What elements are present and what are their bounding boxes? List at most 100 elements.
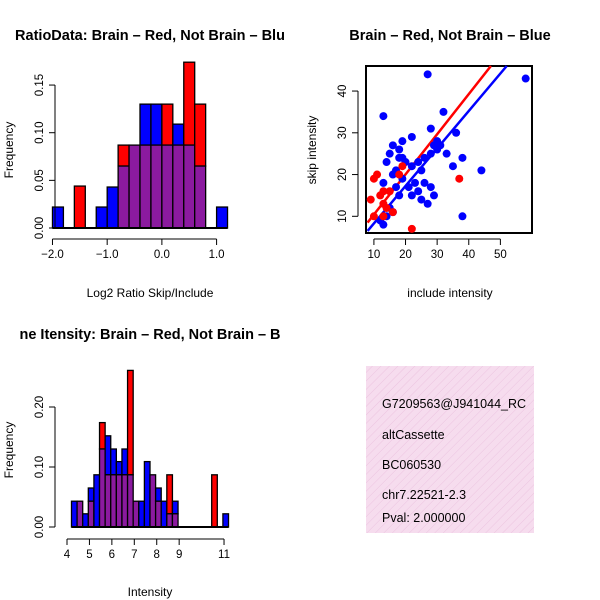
scatter-point [436, 141, 445, 150]
scatter-point [426, 149, 435, 158]
event-info-panel: G7209563@J941044_RC altCassette BC060530… [366, 366, 534, 533]
y-tick-label: 0.00 [34, 217, 46, 239]
scatter-point [398, 137, 407, 146]
y-tick-label: 0.15 [34, 74, 46, 96]
x-tick-label: 6 [109, 549, 115, 561]
scatter-point [455, 174, 464, 183]
scatter-point [369, 212, 378, 221]
scatter-point [414, 187, 423, 196]
intensity-histogram-panel: ne Itensity: Brain – Red, Not Brain – B … [2, 327, 281, 599]
scatter-point [407, 132, 416, 141]
x-tick-label: −2.0 [41, 249, 64, 261]
ratio-histogram-axes: −2.0 −1.0 0.0 1.0 0.00 0.05 0.10 0.15 [34, 74, 225, 261]
y-tick-label: 30 [337, 126, 349, 139]
histogram-bar [194, 103, 207, 167]
histogram-bar [171, 500, 179, 515]
ratio-histogram-panel: RatioData: Brain – Red, Not Brain – Blu … [2, 28, 285, 300]
scatter-point [395, 170, 404, 179]
histogram-overlap-bar [161, 144, 174, 229]
x-tick-label: 10 [368, 249, 381, 261]
regression-line [366, 65, 492, 224]
histogram-bar [110, 448, 118, 476]
scatter-point [407, 162, 416, 171]
x-tick-label: 7 [131, 549, 137, 561]
scatter-point [398, 162, 407, 171]
histogram-overlap-bar [139, 144, 152, 229]
scatter-point [458, 212, 467, 221]
x-tick-label: 5 [86, 549, 92, 561]
histogram-bar [222, 513, 230, 528]
histogram-bar [106, 186, 119, 229]
y-tick-label: 0.00 [34, 516, 46, 538]
scatter-point [385, 149, 394, 158]
x-tick-label: 20 [399, 249, 412, 261]
x-tick-label: 8 [154, 549, 160, 561]
scatter-point [458, 153, 467, 162]
scatter-point [429, 191, 438, 200]
histogram-overlap-bar [115, 474, 123, 528]
intensity-histogram-bars [70, 369, 230, 528]
scatter-point [382, 203, 391, 212]
x-tick-label: 0.0 [154, 249, 170, 261]
histogram-bar [183, 61, 196, 146]
histogram-overlap-bar [150, 144, 163, 229]
scatter-point [398, 153, 407, 162]
histogram-overlap-bar [132, 500, 140, 528]
histogram-overlap-bar [121, 474, 129, 528]
info-accession: BC060530 [382, 458, 441, 472]
scatter-point [388, 208, 397, 217]
scatter-point [382, 158, 391, 167]
intensity-scatter-panel: Brain – Red, Not Brain – Blue include in… [305, 28, 551, 300]
y-tick-label: 0.10 [34, 456, 46, 478]
scatter-point [442, 149, 451, 158]
scatter-point [477, 166, 486, 175]
info-pval: Pval: 2.000000 [382, 511, 465, 525]
histogram-bar [93, 474, 101, 528]
intensity-histogram-xlabel: Intensity [128, 585, 173, 599]
x-tick-label: 40 [462, 249, 475, 261]
histogram-overlap-bar [154, 500, 162, 528]
scatter-point [423, 70, 432, 79]
intensity-histogram-ylabel: Frequency [2, 422, 16, 479]
histogram-bar [139, 103, 152, 146]
intensity-histogram-title: ne Itensity: Brain – Red, Not Brain – B [19, 327, 280, 343]
scatter-point [407, 224, 416, 233]
ratio-histogram-bars [51, 61, 229, 229]
histogram-bar [115, 460, 123, 476]
histogram-bar [104, 435, 112, 476]
y-tick-label: 20 [337, 168, 349, 181]
scatter-point [426, 124, 435, 133]
scatter-point [423, 199, 432, 208]
x-tick-label: 1.0 [209, 249, 225, 261]
scatter-point [452, 128, 461, 137]
histogram-bar [51, 206, 65, 229]
histogram-bar [82, 513, 89, 528]
x-tick-label: 9 [176, 549, 182, 561]
histogram-bar [73, 185, 86, 229]
scatter-point [385, 187, 394, 196]
scatter-point [426, 183, 435, 192]
y-tick-label: 0.05 [34, 169, 46, 191]
intensity-histogram-axes: 4 5 6 7 8 9 11 0.00 0.10 0.20 [34, 396, 230, 561]
ratio-histogram-ylabel: Frequency [2, 122, 16, 179]
info-box-background [366, 366, 534, 533]
histogram-overlap-bar [104, 474, 112, 528]
scatter-point [379, 212, 388, 221]
histogram-overlap-bar [110, 474, 118, 528]
histogram-bar [161, 103, 174, 146]
scatter-point [417, 166, 426, 175]
scatter-point [411, 178, 420, 187]
x-tick-label: 50 [494, 249, 507, 261]
scatter-title: Brain – Red, Not Brain – Blue [349, 28, 550, 44]
histogram-overlap-bar [98, 448, 106, 528]
histogram-overlap-bar [183, 144, 196, 229]
ratio-histogram-title: RatioData: Brain – Red, Not Brain – Blu [15, 28, 285, 44]
scatter-point [420, 153, 429, 162]
scatter-point [388, 141, 397, 150]
y-tick-label: 0.10 [34, 122, 46, 144]
scatter-marks [366, 65, 530, 233]
histogram-overlap-bar [166, 513, 174, 528]
x-tick-label: 30 [431, 249, 444, 261]
histogram-bar [126, 369, 134, 476]
histogram-overlap-bar [87, 500, 95, 528]
